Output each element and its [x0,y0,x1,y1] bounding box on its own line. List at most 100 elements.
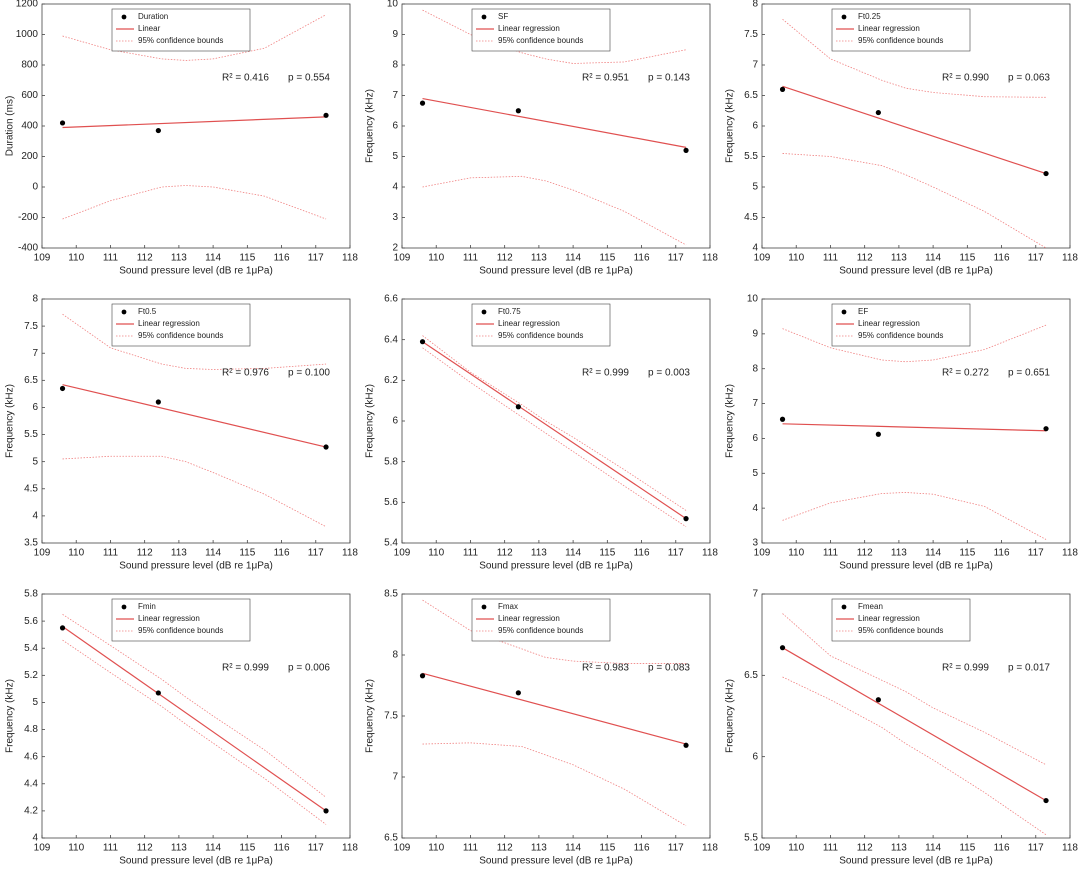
y-tick-label: 6.5 [24,375,38,386]
data-point [323,444,329,450]
y-tick-label: 200 [21,151,38,162]
legend-label: Linear regression [498,24,560,33]
legend-label: Ft0.25 [858,12,881,21]
annotation-p: p = 0.006 [288,663,330,674]
data-point [875,109,881,116]
y-tick-label: 600 [21,90,38,101]
legend-marker [841,309,847,315]
x-tick-label: 110 [788,253,804,264]
annotation-r2: R² = 0.983 [582,663,629,674]
x-tick-label: 116 [274,548,290,559]
y-axis-label: Frequency (kHz) [5,679,16,753]
x-axis-label: Sound pressure level (dB re 1μPa) [839,561,993,572]
legend-label: 95% confidence bounds [498,36,583,45]
y-tick-label: 5.4 [24,643,38,654]
y-tick-label: 6 [752,433,758,444]
legend-label: 95% confidence bounds [498,331,583,340]
y-tick-label: 6 [392,416,398,427]
y-axis-label: Frequency (kHz) [365,679,376,753]
x-tick-label: 109 [394,548,411,559]
x-tick-label: 114 [565,843,581,854]
y-tick-label: 5.6 [24,616,38,627]
legend-label: Ft0.5 [138,307,157,316]
legend-label: 95% confidence bounds [498,626,583,635]
x-tick-label: 109 [394,253,411,264]
x-tick-label: 118 [1062,253,1078,264]
regression-line [62,384,327,448]
y-tick-label: 8.5 [384,589,398,600]
annotation-r2: R² = 0.999 [222,663,269,674]
x-tick-label: 111 [103,548,119,559]
panel: 109 110 111 112 113 114 115 116 117 118 -400 -200 0 2… [5,0,359,277]
data-point [1043,426,1049,432]
y-tick-label: 6.6 [384,294,398,305]
data-point [683,147,689,153]
x-tick-label: 118 [702,843,718,854]
y-tick-label: 0 [32,182,38,193]
x-tick-label: 115 [239,253,255,264]
confidence-upper [782,613,1047,766]
regression-line [422,672,687,745]
regression-line [422,341,687,520]
y-tick-label: 6 [32,402,38,413]
legend-label: Fmax [498,602,518,611]
x-tick-label: 113 [531,548,547,559]
x-tick-label: 117 [668,253,684,264]
x-tick-label: 116 [634,843,650,854]
annotation-p: p = 0.083 [648,663,690,674]
x-tick-label: 115 [599,843,615,854]
y-tick-label: 9 [392,29,398,40]
x-tick-label: 111 [103,253,119,264]
confidence-upper [782,18,1047,98]
annotation-p: p = 0.554 [288,73,330,84]
legend-label: Linear [138,24,161,33]
x-tick-label: 112 [857,843,873,854]
legend-label: Fmean [858,602,883,611]
x-tick-label: 112 [497,843,513,854]
data-point [1043,797,1049,804]
x-tick-label: 115 [959,548,975,559]
regression-line [782,423,1047,432]
regression-line [782,85,1047,175]
annotation-r2: R² = 0.999 [942,663,989,674]
y-tick-label: 5.5 [744,833,758,844]
y-tick-label: 7 [392,772,398,783]
x-tick-label: 116 [994,253,1010,264]
y-tick-label: 5.5 [744,151,758,162]
y-tick-label: 4.8 [24,724,38,735]
data-point [419,339,426,345]
y-tick-label: 6 [752,121,758,132]
y-tick-label: 5.6 [384,497,398,508]
data-point [155,690,161,696]
y-axis-label: Frequency (kHz) [725,384,736,458]
y-tick-label: 3 [752,538,758,549]
y-tick-label: 2 [392,243,398,254]
annotation-r2: R² = 0.990 [942,73,989,84]
y-tick-label: 9 [752,328,758,339]
confidence-lower [782,153,1047,249]
x-tick-label: 111 [823,843,839,854]
annotation-r2: R² = 0.999 [582,368,629,379]
x-tick-label: 110 [68,253,84,264]
x-tick-label: 115 [959,843,975,854]
legend-label: Linear regression [858,614,920,623]
y-tick-label: 5.2 [24,670,38,681]
x-tick-label: 118 [342,843,358,854]
legend-marker [841,604,847,610]
x-tick-label: 118 [1062,843,1078,854]
y-axis-label: Frequency (kHz) [5,384,16,458]
y-tick-label: 7.5 [24,321,38,332]
legend-label: Linear regression [858,24,920,33]
y-tick-label: 8 [392,60,398,71]
confidence-lower [62,455,327,528]
legend-label: 95% confidence bounds [858,331,943,340]
legend-label: 95% confidence bounds [138,331,223,340]
x-tick-label: 109 [754,253,771,264]
data-point [59,120,66,126]
legend-marker [481,604,487,610]
confidence-upper [782,324,1047,363]
confidence-lower [422,742,687,827]
legend-marker [121,309,127,315]
x-tick-label: 116 [274,253,290,264]
y-tick-label: 4 [752,243,758,254]
